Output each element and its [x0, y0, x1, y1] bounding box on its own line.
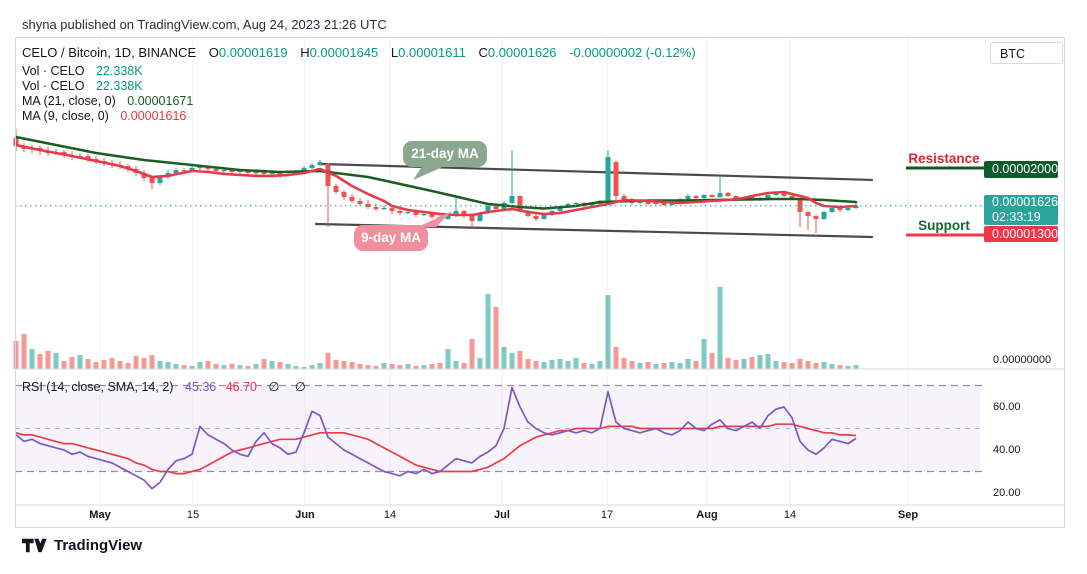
volume-zero-label: 0.00000000	[993, 354, 1052, 366]
close-value: 0.00001626	[487, 45, 557, 60]
ma9-label: MA (9, close, 0)	[22, 109, 109, 123]
ma21-label: MA (21, close, 0)	[22, 94, 116, 108]
symbol-legend[interactable]: CELO / Bitcoin, 1D, BINANCE O0.00001619 …	[22, 45, 696, 60]
volume-label: Vol · CELO	[22, 79, 85, 93]
ma9-value: 0.00001616	[120, 109, 187, 123]
time-axis-label: May	[89, 509, 111, 521]
open-value: 0.00001619	[218, 45, 288, 60]
time-axis-label: Aug	[696, 509, 718, 521]
ma9-legend-row[interactable]: MA (9, close, 0) 0.00001616	[22, 109, 186, 123]
close-label: C	[478, 45, 488, 60]
high-value: 0.00001645	[309, 45, 379, 60]
published-line: shyna published on TradingView.com, Aug …	[22, 17, 387, 32]
ma21-value: 0.00001671	[127, 94, 194, 108]
open-label: O	[208, 45, 219, 60]
time-axis-label: 15	[186, 509, 200, 521]
rsi-sma-line	[15, 423, 857, 475]
rsi-scale-20: 20.00	[993, 487, 1021, 499]
high-label: H	[300, 45, 310, 60]
support-label: Support	[918, 218, 970, 233]
tradingview-link[interactable]: TradingView	[22, 537, 142, 554]
ma21-line	[14, 135, 858, 210]
support-resistance-lines	[906, 166, 984, 237]
last-price-badge: 0.00001626 02:33:19	[984, 195, 1058, 225]
rsi-band	[15, 384, 985, 473]
ma9-callout: 9-day MA	[354, 225, 428, 251]
rsi-scale-60: 60.00	[993, 401, 1021, 413]
ma21-callout: 21-day MA	[403, 141, 487, 167]
change-value: -0.00000002 (-0.12%)	[569, 45, 696, 60]
bar-countdown: 02:33:19	[992, 210, 1041, 224]
volume-legend-row-2[interactable]: Vol · CELO 22.338K	[22, 79, 143, 93]
rsi-value: 45.36	[184, 380, 217, 394]
time-axis-label: Jul	[494, 509, 510, 521]
rsi-label: RSI (14, close, SMA, 14, 2)	[22, 380, 174, 394]
low-value: 0.00001611	[398, 45, 466, 60]
volume-value: 22.338K	[96, 64, 143, 78]
last-price-value: 0.00001626	[992, 195, 1059, 209]
ma9-line	[14, 143, 858, 217]
ma21-legend-row[interactable]: MA (21, close, 0) 0.00001671	[22, 94, 193, 108]
tradingview-logo-icon	[22, 538, 47, 553]
pane-separators	[15, 37, 1065, 528]
rsi-legend-row[interactable]: RSI (14, close, SMA, 14, 2) 45.36 46.70 …	[22, 379, 312, 394]
support-price-badge: 0.00001300	[984, 226, 1058, 242]
gridlines	[99, 38, 909, 504]
low-label: L	[390, 45, 399, 60]
rsi-empty-values: ∅ ∅	[268, 380, 312, 394]
resistance-price-badge: 0.00002000	[984, 161, 1058, 178]
time-axis-label: Sep	[897, 509, 919, 521]
time-axis-label: 17	[600, 509, 614, 521]
rsi-line	[15, 386, 857, 490]
callout-tails	[413, 165, 452, 227]
symbol-title: CELO / Bitcoin, 1D, BINANCE	[22, 45, 197, 60]
resistance-label: Resistance	[908, 151, 980, 166]
time-axis-label: Jun	[295, 509, 315, 521]
volume-value: 22.338K	[96, 79, 143, 93]
volume-label: Vol · CELO	[22, 64, 85, 78]
rsi-scale-40: 40.00	[993, 444, 1021, 456]
currency-toggle-button[interactable]: BTC	[990, 42, 1063, 64]
tradingview-brand-text: TradingView	[54, 537, 143, 554]
volume-series	[13, 286, 859, 369]
time-axis-label: 14	[783, 509, 797, 521]
volume-legend-row-1[interactable]: Vol · CELO 22.338K	[22, 64, 143, 78]
rsi-sma-value: 46.70	[225, 380, 257, 394]
time-axis-label: 14	[383, 509, 397, 521]
